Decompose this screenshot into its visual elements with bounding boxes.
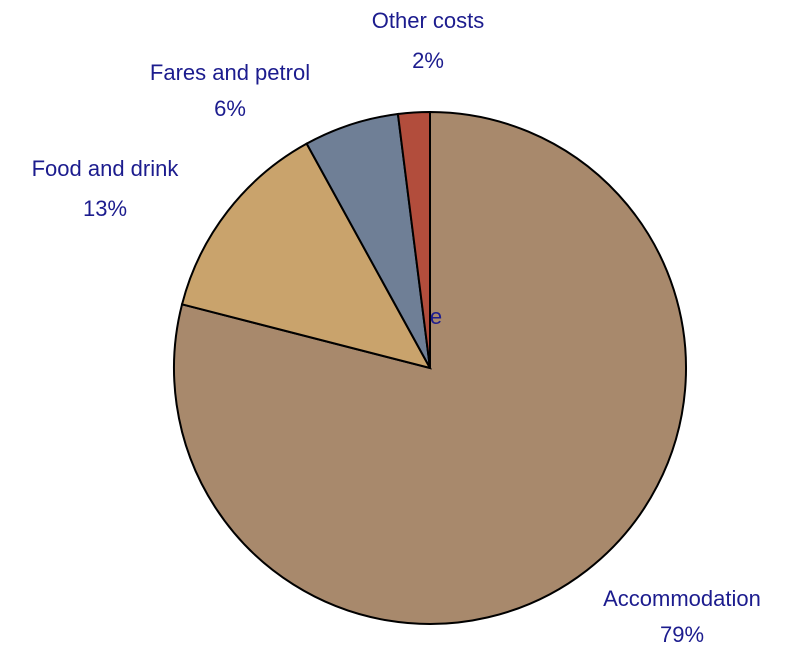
pie-slice [396, 110, 431, 369]
slice-label: Accommodation [603, 586, 761, 611]
slice-label: Food and drink [32, 156, 180, 181]
value-label: 79% [660, 622, 704, 647]
value-label: 2% [412, 48, 444, 73]
pie-slice [180, 142, 432, 370]
slice-label: Fares and petrol [150, 60, 310, 85]
value-label: 13% [83, 196, 127, 221]
value-label: 6% [214, 96, 246, 121]
pie-slice [173, 110, 687, 625]
slice-label: Other costs [372, 8, 484, 33]
annotation: e [430, 304, 442, 329]
